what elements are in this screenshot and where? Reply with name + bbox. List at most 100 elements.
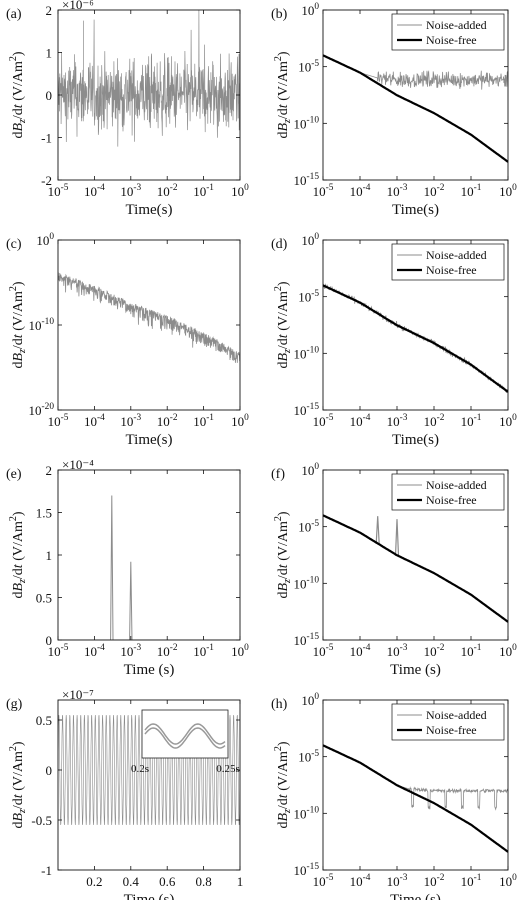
y-tick-label: 10-5	[298, 59, 319, 75]
x-axis-label: Time(s)	[392, 432, 439, 448]
svg-text:dBz/dt (V/Am2): dBz/dt (V/Am2)	[273, 511, 293, 598]
x-tick-label: 100	[231, 643, 249, 659]
y-tick-label: 10-5	[298, 749, 319, 765]
x-tick-label: 10-5	[313, 873, 334, 889]
plot-area	[323, 514, 508, 623]
y-tick-label: 10-15	[294, 402, 320, 418]
x-tick-label: 100	[499, 643, 517, 659]
y-tick-label: 1.5	[36, 506, 52, 521]
panel-label: (g)	[6, 697, 23, 712]
series-spike	[394, 519, 400, 556]
x-tick-label: 10-3	[387, 873, 408, 889]
x-tick-label: 10-4	[350, 413, 371, 429]
y-tick-label: -0.5	[31, 813, 52, 828]
plot-area	[58, 714, 240, 826]
legend-box	[391, 13, 505, 51]
svg-text:dBz/dt (V/Am2): dBz/dt (V/Am2)	[273, 741, 293, 828]
x-tick-label: 10-3	[387, 413, 408, 429]
y-axis-label: dBz/dt (V/Am2)	[273, 511, 293, 598]
y-axis-label: dBz/dt (V/Am2)	[273, 281, 293, 368]
x-axis-label: Time(s)	[126, 432, 173, 448]
plot-area	[323, 282, 508, 394]
y-tick-label: 10-10	[294, 345, 320, 361]
x-tick-label: 100	[499, 183, 517, 199]
legend-box	[391, 473, 505, 511]
panel-d: 10-5 10-4 10-3 10-2 10-1 100 10-15 10-10 10-5 100…	[271, 232, 517, 448]
inset-wave-lower	[144, 727, 226, 749]
series-line-noise-free	[323, 54, 508, 163]
y-tick-label: 10-10	[294, 115, 320, 131]
y-tick-label: 2	[46, 463, 53, 478]
series-line-oscillation	[58, 714, 240, 826]
x-tick-label: 0.4	[123, 874, 140, 889]
x-tick-label: 10-1	[461, 643, 482, 659]
legend-box	[391, 243, 505, 281]
y-tick-label: 100	[301, 462, 319, 478]
inset-xtick-label: 0.25s	[216, 763, 240, 775]
y-tick-label: 10-10	[294, 805, 320, 821]
plot-area	[58, 272, 240, 363]
svg-text:dBz/dt (V/Am2): dBz/dt (V/Am2)	[8, 281, 28, 368]
y-tick-label: 10-20	[29, 402, 55, 418]
x-tick-label: 10-1	[461, 873, 482, 889]
x-tick-label: 10-4	[350, 643, 371, 659]
y-tick-label: 100	[301, 692, 319, 708]
y-tick-label: 10-15	[294, 862, 320, 878]
legend-label: Noise-free	[426, 493, 477, 507]
panel-a: 10-5 10-4 10-3 10-2 10-1 100 -2 -1 0 1 2 ×10⁻⁶ (a) Ti…	[6, 0, 249, 218]
svg-text:dBz/dt (V/Am2): dBz/dt (V/Am2)	[273, 281, 293, 368]
y-axis-label: dBz/dt (V/Am2)	[273, 741, 293, 828]
y-tick-label: 1	[46, 548, 53, 563]
x-tick-label: 0.8	[195, 874, 211, 889]
x-tick-label: 10-2	[157, 183, 178, 199]
y-multiplier: ×10⁻⁷	[62, 687, 94, 702]
inset-xtick-label: 0.2s	[131, 763, 149, 775]
x-tick-label: 10-4	[84, 183, 105, 199]
x-tick-label: 0.6	[159, 874, 176, 889]
series-line-noise-free	[323, 284, 508, 393]
x-tick-label: 10-4	[350, 183, 371, 199]
y-tick-label: -2	[41, 173, 52, 188]
panel-label: (c)	[6, 237, 22, 252]
panel-h: 10-5 10-4 10-3 10-2 10-1 100 10-15 10-10 10-5 100…	[271, 692, 517, 900]
y-tick-label: 10-5	[298, 519, 319, 535]
series-line-noise	[58, 10, 240, 147]
legend-label: Noise-free	[426, 263, 477, 277]
y-axis-label: dBz/dt (V/Am2)	[8, 741, 28, 828]
x-tick-label: 10-2	[424, 873, 445, 889]
x-tick-label: 100	[499, 873, 517, 889]
legend-label: Noise-added	[426, 478, 487, 492]
x-axis-label: Time (s)	[390, 662, 441, 678]
axes-frame	[322, 9, 509, 181]
x-tick-label: 10-2	[424, 643, 445, 659]
series-line-noise-added	[323, 744, 508, 811]
svg-text:dBz/dt (V/Am2): dBz/dt (V/Am2)	[8, 51, 28, 138]
x-tick-label: 10-5	[48, 643, 69, 659]
panel-b: 10-5 10-4 10-3 10-2 10-1 100 10-15 10-10 10-5 100…	[271, 2, 517, 218]
y-tick-label: 0	[46, 88, 53, 103]
legend-label: Noise-free	[426, 723, 477, 737]
x-tick-label: 10-1	[193, 643, 214, 659]
axes-frame	[322, 699, 509, 871]
y-tick-label: -1	[41, 863, 52, 878]
y-tick-label: 10-15	[294, 172, 320, 188]
y-tick-label: 100	[301, 2, 319, 18]
x-tick-label: 10-3	[387, 183, 408, 199]
axes-frame	[57, 699, 241, 871]
y-axis-label: dBz/dt (V/Am2)	[8, 51, 28, 138]
panel-label: (b)	[271, 7, 288, 22]
x-axis-label: Time (s)	[390, 892, 441, 900]
panel-label: (a)	[6, 7, 22, 22]
y-tick-label: 10-10	[294, 575, 320, 591]
x-tick-label: 100	[499, 413, 517, 429]
x-tick-label: 10-3	[120, 413, 141, 429]
axes-frame	[322, 469, 509, 641]
x-axis-label: Time (s)	[124, 892, 175, 900]
svg-text:dBz/dt (V/Am2): dBz/dt (V/Am2)	[8, 511, 28, 598]
y-axis-label: dBz/dt (V/Am2)	[8, 281, 28, 368]
axes-frame	[322, 239, 509, 411]
y-axis-label: dBz/dt (V/Am2)	[273, 51, 293, 138]
x-tick-label: 10-5	[313, 413, 334, 429]
x-tick-label: 10-2	[157, 643, 178, 659]
